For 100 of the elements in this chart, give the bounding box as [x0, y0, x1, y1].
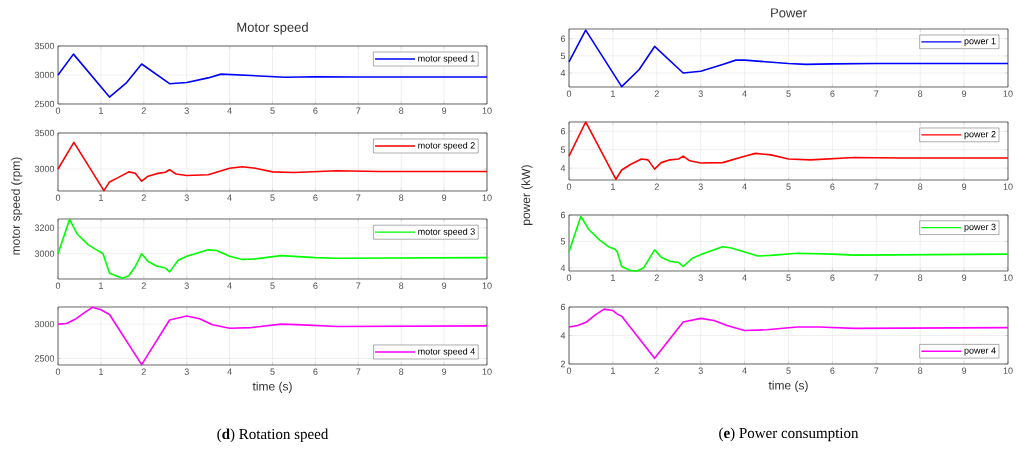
x-tick-label: 0 — [55, 194, 61, 201]
y-tick-label: 4 — [560, 165, 566, 172]
x-tick-label: 3 — [184, 368, 189, 375]
x-tick-label: 1 — [611, 183, 615, 190]
y-tick-label: 4 — [560, 264, 566, 271]
y-tick-label: 3500 — [34, 42, 55, 50]
y-tick-label: 5 — [560, 146, 566, 153]
text: (e) Power consumption — [719, 427, 859, 442]
x-tick-label: 9 — [442, 107, 447, 114]
x-tick-label: 1 — [99, 368, 103, 375]
x-tick-label: 1 — [99, 282, 103, 289]
x-tick-label: 4 — [742, 183, 747, 190]
x-tick-label: 5 — [270, 282, 275, 289]
x-tick-label: 3 — [698, 367, 703, 374]
line-series — [57, 141, 488, 192]
x-tick-label: 8 — [918, 367, 923, 374]
x-tick-label: 4 — [227, 194, 232, 201]
x-tick-label: 9 — [962, 90, 967, 97]
x-tick-label: 5 — [270, 194, 275, 201]
x-tick-label: 5 — [270, 107, 275, 114]
x-tick-label: 6 — [830, 90, 835, 97]
line-series — [568, 215, 1009, 272]
x-tick-label: 0 — [55, 282, 61, 289]
x-tick-label: 7 — [356, 282, 361, 289]
y-tick-label: 4 — [560, 332, 566, 339]
x-tick-label: 9 — [442, 368, 447, 375]
y-axis-title: motor speed (rpm) — [11, 157, 23, 255]
legend-label: motor speed 2 — [418, 141, 475, 151]
x-tick-label: 7 — [874, 274, 879, 281]
x-tick-label: 9 — [442, 194, 447, 201]
line-series — [57, 218, 488, 280]
y-tick-label: 3000 — [34, 250, 55, 257]
x-tick-label: 8 — [399, 282, 404, 289]
y-tick-label: 3000 — [34, 165, 55, 173]
x-tick-label: 10 — [482, 368, 492, 375]
x-tick-label: 4 — [227, 282, 232, 289]
y-tick-label: 3000 — [34, 320, 55, 328]
x-axis-title: time (s) — [252, 381, 292, 393]
x-tick-label: 8 — [918, 274, 923, 281]
x-tick-label: 7 — [874, 183, 879, 190]
x-tick-label: 7 — [874, 367, 879, 374]
x-tick-label: 10 — [1003, 183, 1013, 190]
x-tick-label: 9 — [962, 367, 967, 374]
legend-label: motor speed 4 — [418, 347, 475, 357]
y-tick-label: 6 — [560, 303, 566, 311]
x-tick-label: 6 — [830, 367, 835, 374]
legend-label: motor speed 3 — [418, 228, 475, 237]
legend-label: power 4 — [964, 347, 996, 356]
x-tick-label: 4 — [742, 367, 747, 374]
x-tick-label: 5 — [786, 183, 791, 190]
x-tick-label: 2 — [141, 368, 146, 375]
x-tick-label: 3 — [184, 107, 189, 114]
x-tick-label: 7 — [874, 90, 879, 97]
x-tick-label: 7 — [356, 194, 361, 201]
x-tick-label: 0 — [566, 274, 572, 281]
y-tick-label: 2500 — [34, 100, 55, 108]
line-series — [568, 121, 1009, 181]
x-tick-label: 2 — [654, 183, 659, 190]
x-tick-label: 2 — [654, 367, 659, 374]
x-tick-label: 6 — [313, 368, 318, 375]
y-tick-label: 3500 — [34, 129, 55, 137]
legend-label: power 2 — [964, 130, 996, 140]
x-tick-label: 10 — [482, 282, 492, 289]
x-tick-label: 10 — [1003, 90, 1013, 97]
x-tick-label: 6 — [313, 107, 318, 114]
x-tick-label: 0 — [566, 367, 572, 374]
x-tick-label: 10 — [1003, 274, 1013, 281]
y-tick-label: 6 — [560, 35, 566, 42]
line-series — [57, 53, 488, 98]
x-tick-label: 1 — [99, 107, 103, 114]
chart-title: Motor speed — [237, 22, 308, 35]
x-tick-label: 2 — [141, 194, 146, 201]
x-tick-label: 0 — [566, 183, 572, 190]
x-tick-label: 3 — [184, 282, 189, 289]
legend-label: motor speed 1 — [418, 54, 475, 64]
legend-label: power 3 — [964, 223, 996, 232]
x-tick-label: 6 — [830, 274, 835, 281]
x-tick-label: 5 — [270, 368, 275, 375]
line-series — [568, 308, 1009, 360]
legend-label: power 1 — [964, 37, 996, 47]
x-tick-label: 8 — [918, 90, 923, 97]
x-tick-label: 1 — [611, 274, 615, 281]
chart-title: Power — [771, 8, 807, 18]
x-tick-label: 9 — [962, 274, 967, 281]
x-tick-label: 3 — [698, 90, 703, 97]
x-tick-label: 5 — [786, 274, 791, 281]
y-tick-label: 3000 — [34, 71, 55, 79]
y-tick-label: 5 — [560, 238, 566, 245]
x-axis-title: time (s) — [768, 380, 808, 392]
x-tick-label: 5 — [786, 90, 791, 97]
x-tick-label: 4 — [227, 107, 232, 114]
y-tick-label: 4 — [560, 69, 566, 77]
x-tick-label: 0 — [55, 368, 61, 375]
x-tick-label: 9 — [962, 183, 967, 190]
x-tick-label: 5 — [786, 367, 791, 374]
x-tick-label: 2 — [654, 90, 659, 97]
x-tick-label: 1 — [99, 194, 103, 201]
x-tick-label: 8 — [399, 107, 404, 114]
y-tick-label: 6 — [560, 128, 566, 135]
y-tick-label: 2 — [560, 360, 566, 368]
